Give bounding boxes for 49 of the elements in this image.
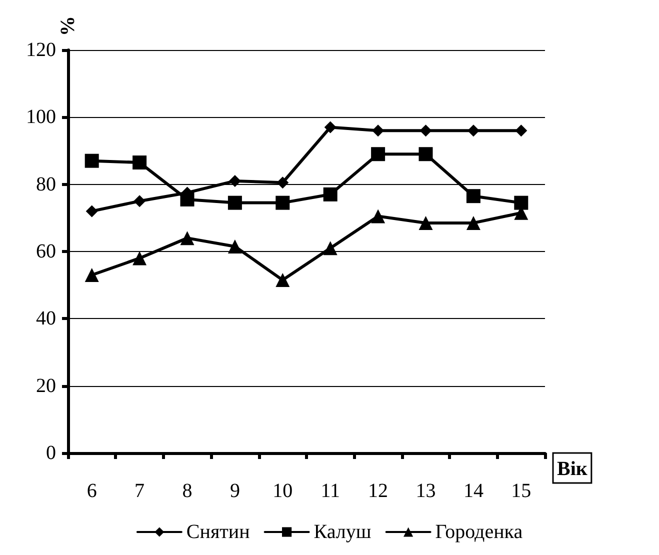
point [228, 174, 241, 187]
point [466, 216, 480, 230]
y-tick-label: 60 [36, 240, 56, 262]
x-tick-label: 12 [368, 480, 388, 502]
x-tick-label: 13 [416, 480, 436, 502]
point [228, 239, 242, 254]
legend-label: Городенка [435, 521, 523, 543]
y-tick-label: 80 [36, 173, 56, 196]
point [418, 147, 433, 162]
y-tick-label: 20 [36, 374, 56, 397]
y-tick-label: 40 [36, 308, 56, 330]
legend-label: Снятин [186, 521, 250, 543]
x-tick-label: 14 [463, 480, 484, 502]
point [276, 273, 290, 288]
point [514, 196, 528, 210]
point [228, 196, 242, 210]
point [86, 205, 98, 218]
point [84, 268, 99, 282]
point [372, 124, 384, 137]
point [420, 124, 432, 137]
point [467, 124, 480, 137]
x-tick-label: 11 [320, 480, 340, 502]
point [180, 231, 194, 246]
point [515, 124, 528, 137]
point [134, 195, 146, 208]
point [323, 187, 338, 202]
x-axis-title: Вік [557, 458, 588, 480]
x-tick-label: 7 [134, 480, 145, 502]
point [324, 121, 336, 134]
point [276, 196, 290, 210]
x-tick-label: 9 [230, 480, 240, 502]
y-tick-label: 0 [46, 442, 56, 464]
point [323, 241, 338, 256]
x-tick-label: 10 [272, 480, 293, 502]
point [418, 216, 433, 230]
point [371, 209, 386, 224]
legend-label: Калуш [314, 521, 372, 543]
y-tick-label: 100 [26, 106, 56, 128]
point [84, 154, 99, 168]
point [132, 156, 147, 170]
point [276, 176, 289, 189]
x-tick-label: 8 [182, 480, 192, 502]
point [371, 147, 386, 162]
y-axis-title: % [57, 16, 79, 36]
y-tick-label: 120 [26, 39, 56, 61]
point [132, 251, 147, 266]
point [466, 189, 480, 204]
x-tick-label: 15 [511, 480, 532, 502]
x-tick-label: 6 [86, 480, 97, 502]
